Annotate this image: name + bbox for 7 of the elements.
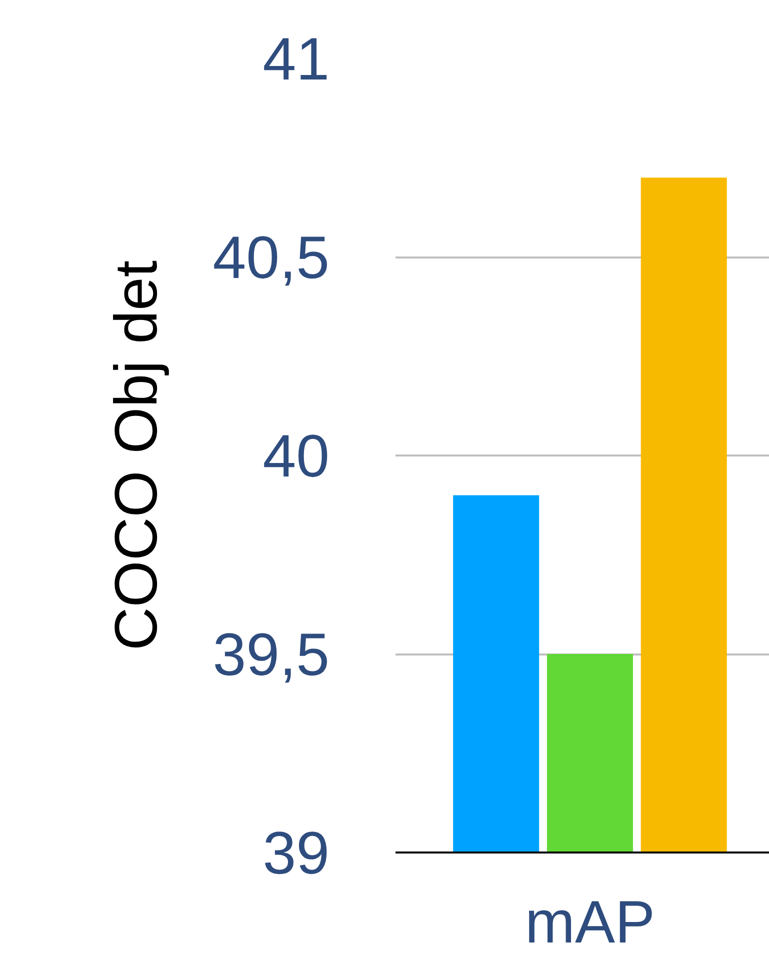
y-tick-label: 39: [262, 820, 330, 886]
y-tick-label: 39,5: [212, 621, 330, 688]
y-axis-title: COCO Obj det: [102, 260, 170, 651]
x-tick-label: mAP: [524, 888, 655, 956]
y-tick-label: 40: [262, 422, 330, 490]
y-tick-label: 40,5: [212, 224, 330, 291]
y-tick-label: 41: [262, 26, 330, 92]
